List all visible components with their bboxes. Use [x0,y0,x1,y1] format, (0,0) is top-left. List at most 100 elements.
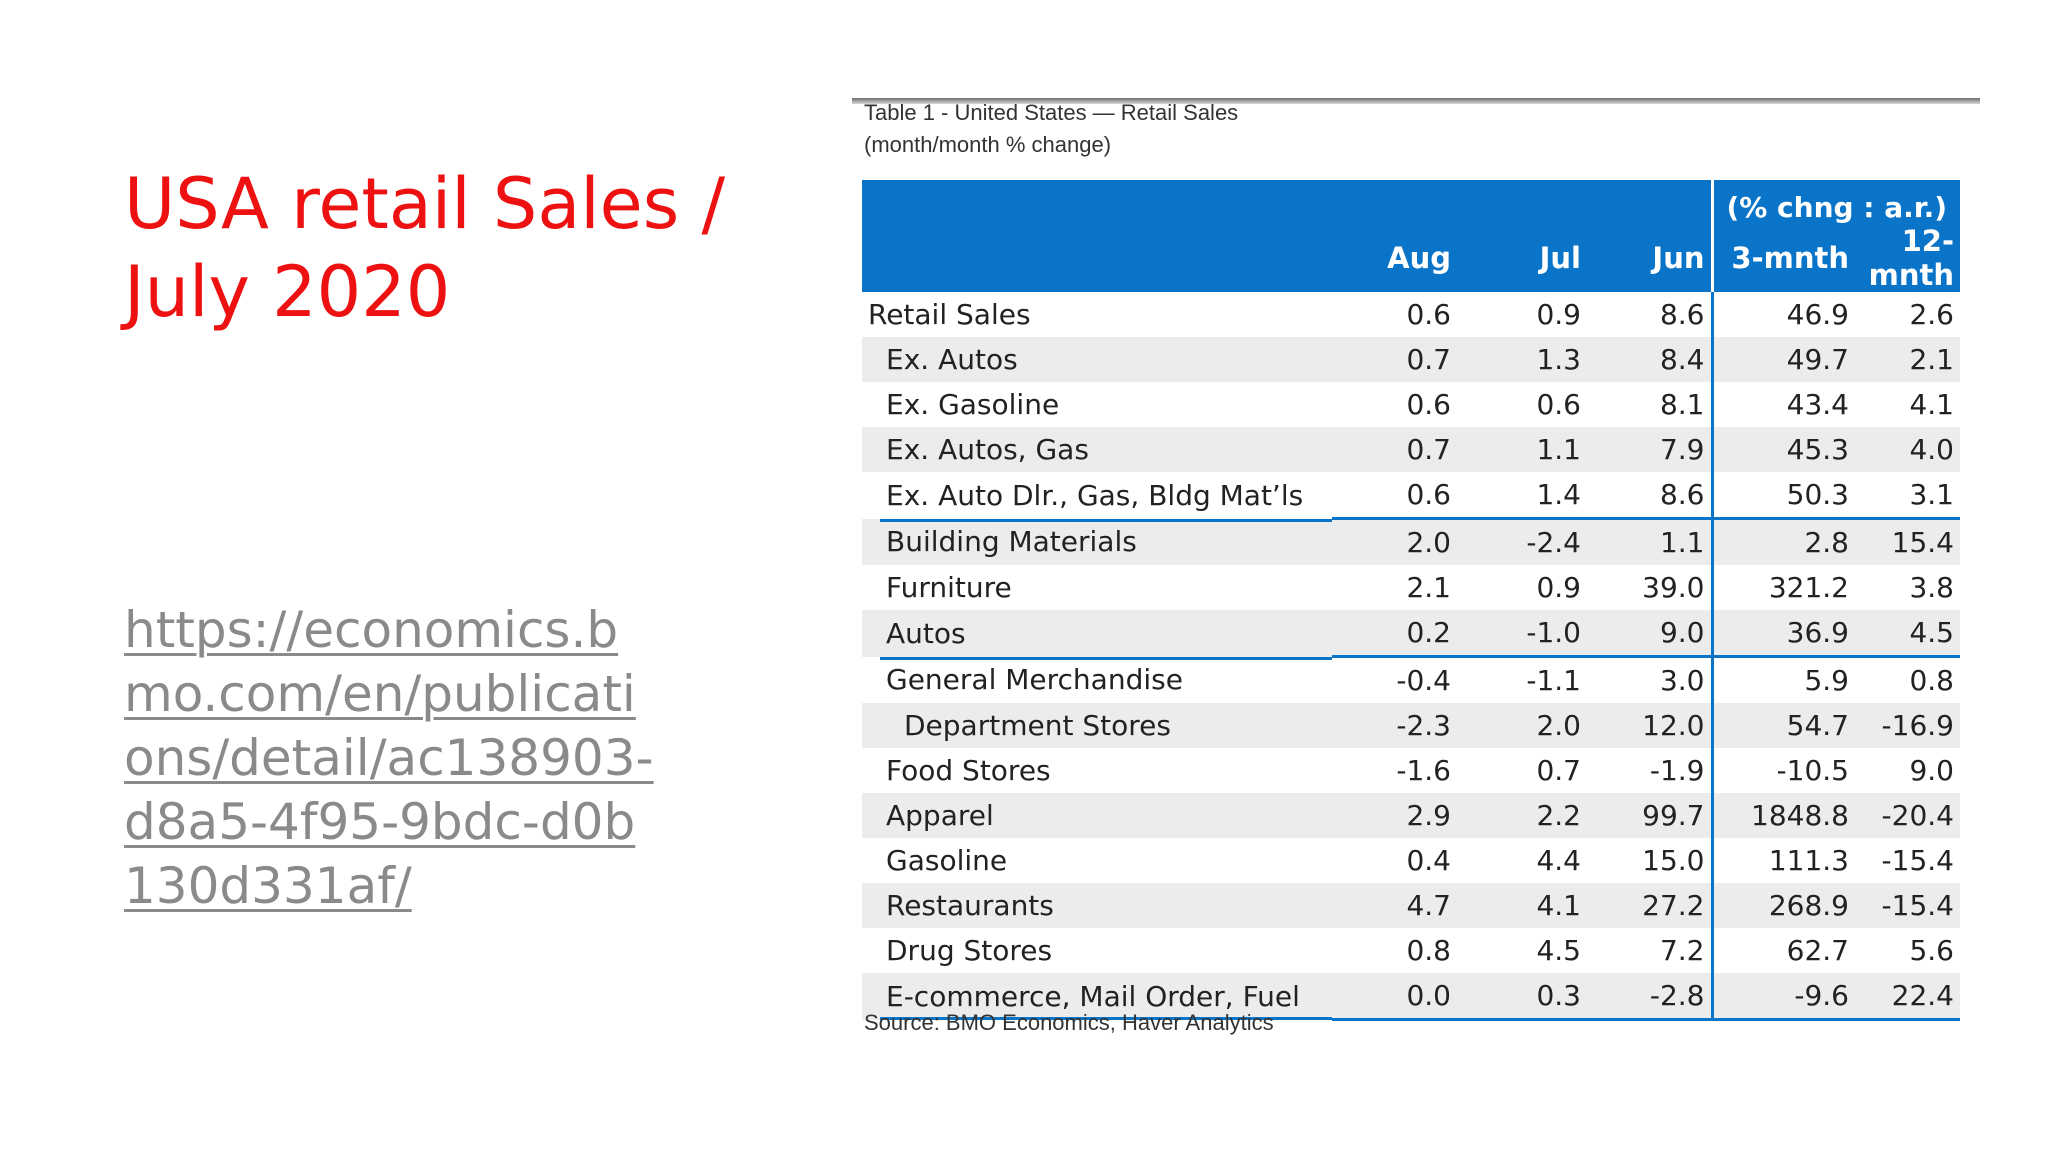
cell-3-month: 1848.8 [1710,793,1855,838]
cell-jul: 4.1 [1457,883,1587,928]
cell-jul: -2.4 [1457,517,1587,565]
cell-jul: 1.4 [1536,478,1581,511]
cell-jul: 1.1 [1457,427,1587,472]
cell-aug: 0.6 [1406,388,1451,421]
row-label: Ex. Autos [862,337,1332,382]
table-row: Ex. Auto Dlr., Gas, Bldg Mat’ls 0.6 1.4 8.6… [862,472,1960,519]
cell-jun: 8.1 [1659,388,1705,421]
cell-3-month: 54.7 [1710,703,1855,748]
cell-3-month: 36.9 [1710,610,1855,657]
cell-jun: 27.2 [1587,883,1712,928]
table-row: Department Stores -2.3 2.0 12.0 54.7 -16.9 [862,703,1960,748]
cell-3-month: -10.5 [1710,748,1855,793]
cell-aug: 0.7 [1332,337,1457,382]
cell-jun: 8.6 [1659,298,1705,331]
cell-12-month: 4.0 [1855,427,1960,472]
row-label: Restaurants [862,883,1332,928]
cell-jul: 0.9 [1536,298,1581,331]
cell-3-month: 62.7 [1710,928,1855,973]
table-row: Ex. Autos, Gas 0.7 1.1 7.9 45.3 4.0 [862,427,1960,472]
cell-12-month: 9.0 [1909,754,1954,787]
table-row: Food Stores -1.6 0.7 -1.9 -10.5 9.0 [862,748,1960,793]
retail-sales-table-figure: Table 1 - United States — Retail Sales (… [852,98,1980,1058]
header-row-group: (% chng : a.r.) [862,180,1960,224]
header-col-jul: Jul [1457,224,1587,292]
row-label: Gasoline [886,844,1008,877]
cell-3-month: 50.3 [1710,472,1855,519]
cell-3-month: 43.4 [1710,382,1855,427]
row-label: Building Materials [862,518,1332,565]
cell-jun: 3.0 [1587,655,1712,703]
cell-aug: 2.0 [1332,517,1457,565]
source-url-link[interactable]: https://economics.bmo.com/en/publication… [124,601,654,915]
cell-jul: 2.2 [1457,793,1587,838]
table-row: Retail Sales 0.6 0.9 8.6 46.9 2.6 [862,292,1960,337]
cell-jun: 1.1 [1587,517,1712,565]
row-label: Ex. Autos, Gas [862,427,1332,472]
cell-12-month: 5.6 [1909,934,1954,967]
table-row: Building Materials 2.0 -2.4 1.1 2.8 15.4 [862,517,1960,565]
cell-3-month: 49.7 [1710,337,1855,382]
table-row: Autos 0.2 -1.0 9.0 36.9 4.5 [862,610,1960,657]
table-row: Restaurants 4.7 4.1 27.2 268.9 -15.4 [862,883,1960,928]
cell-aug: 0.2 [1332,610,1457,657]
header-label-column [862,224,1332,292]
cell-jul: 0.7 [1536,754,1581,787]
row-label: Drug Stores [886,934,1053,967]
cell-3-month: 321.2 [1710,565,1855,610]
retail-sales-table: (% chng : a.r.) Aug Jul Jun 3-mnth 12-mn… [862,180,1960,1021]
cell-3-month: 268.9 [1710,883,1855,928]
cell-aug: 0.4 [1406,844,1451,877]
slide-title: USA retail Sales / July 2020 [124,163,726,333]
row-label: General Merchandise [862,656,1332,703]
row-label: Ex. Gasoline [886,388,1060,421]
cell-12-month: 2.6 [1909,298,1954,331]
row-label: Food Stores [886,754,1051,787]
cell-12-month: 3.1 [1909,478,1954,511]
cell-jul: 0.6 [1536,388,1581,421]
cell-jun: 7.2 [1659,934,1705,967]
cell-jul: 0.3 [1457,973,1587,1021]
cell-aug: 2.1 [1406,571,1451,604]
cell-3-month: 5.9 [1710,655,1855,703]
cell-jun: -1.9 [1649,754,1705,787]
cell-12-month: 0.8 [1855,655,1960,703]
table-caption-title: Table 1 - United States — Retail Sales [864,100,1239,125]
cell-jun: 99.7 [1587,793,1712,838]
header-spacer [1587,180,1712,224]
row-label: Autos [862,610,1332,657]
figure-top-rule [852,98,1980,104]
row-label: Retail Sales [868,298,1031,331]
cell-12-month: 22.4 [1855,973,1960,1021]
cell-12-month: -15.4 [1881,844,1954,877]
cell-jun: 39.0 [1642,571,1705,604]
cell-jul: -1.0 [1457,610,1587,657]
cell-12-month: -15.4 [1855,883,1960,928]
cell-jul: 2.0 [1457,703,1587,748]
table-row: Drug Stores 0.8 4.5 7.2 62.7 5.6 [862,928,1960,973]
cell-aug: 2.9 [1332,793,1457,838]
cell-jul: -1.1 [1457,655,1587,703]
cell-12-month: -16.9 [1855,703,1960,748]
table-row: Ex. Autos 0.7 1.3 8.4 49.7 2.1 [862,337,1960,382]
cell-aug: 0.6 [1406,298,1451,331]
row-label: Apparel [862,793,1332,838]
cell-jun: 12.0 [1587,703,1712,748]
cell-jul: 1.3 [1457,337,1587,382]
table-row: General Merchandise -0.4 -1.1 3.0 5.9 0.8 [862,655,1960,703]
table-row: E-commerce, Mail Order, Fuel 0.0 0.3 -2.8 -9… [862,973,1960,1021]
row-label: Furniture [886,571,1012,604]
cell-3-month: 46.9 [1710,292,1855,337]
header-spacer [1457,180,1587,224]
header-annualized-group: (% chng : a.r.) [1710,180,1960,224]
cell-jul: 0.9 [1536,571,1581,604]
cell-12-month: 4.5 [1855,610,1960,657]
row-label: E-commerce, Mail Order, Fuel [862,973,1332,1020]
table-header: (% chng : a.r.) Aug Jul Jun 3-mnth 12-mn… [862,180,1960,292]
cell-jun: 9.0 [1587,610,1712,657]
cell-12-month: 4.1 [1909,388,1954,421]
cell-3-month: 111.3 [1710,838,1855,883]
cell-aug: 0.6 [1406,478,1451,511]
cell-jun: 8.4 [1587,337,1712,382]
